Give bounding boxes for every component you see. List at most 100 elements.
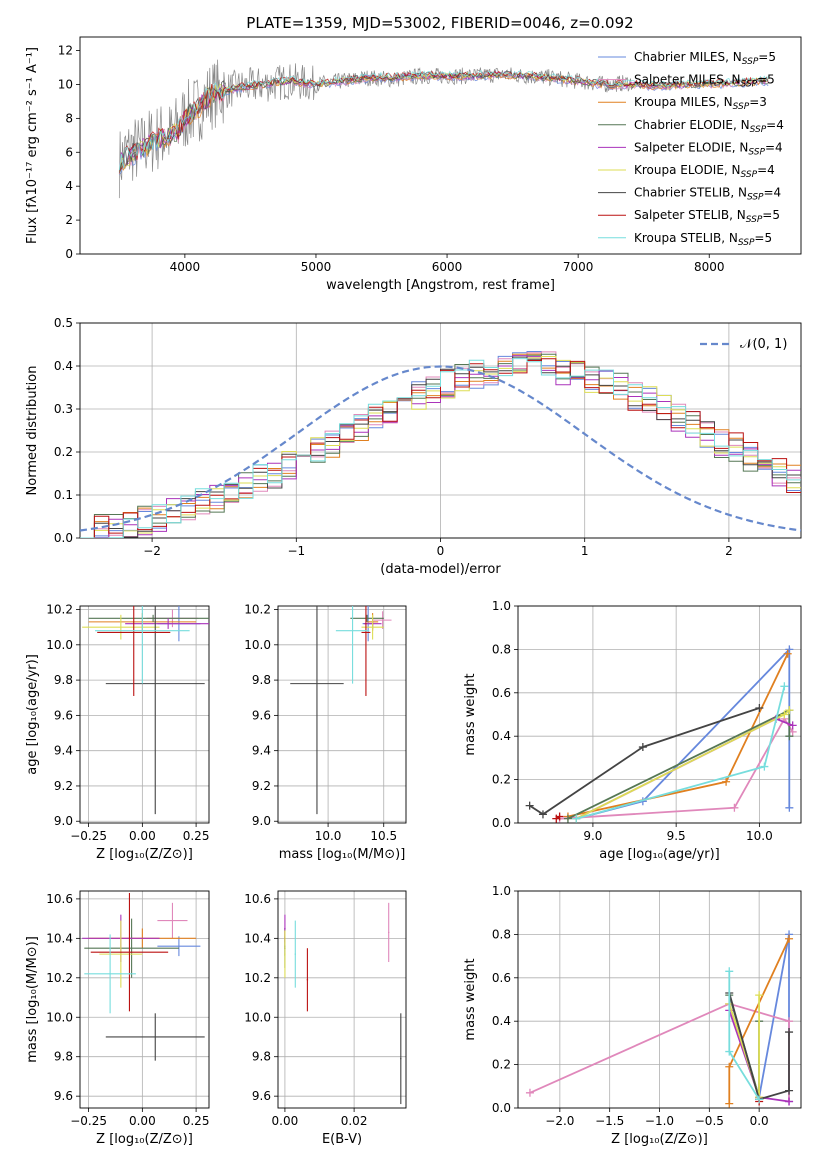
age-vs-Z-xtick-label: −0.25: [70, 829, 107, 843]
residuals-ytick-label: 0.4: [54, 359, 73, 373]
legend-entry-6: Chabrier STELIB, NSSP=4: [634, 186, 781, 203]
weight-vs-age-xtick-label: 9.0: [583, 829, 602, 843]
weight-vs-Z-marker-2-2: [785, 934, 794, 943]
residuals-ylabel: Normed distribution: [25, 366, 40, 496]
weight-vs-Z-plot-area: [525, 930, 794, 1108]
age-vs-mass-panel: 10.0 10.5 9.0 9.2 9.4 9.6 9.8 10.0 10.2 mass [log…: [244, 603, 407, 862]
mass-vs-EBV-ytick-label: 10.0: [244, 1010, 271, 1024]
mass-vs-Z-ytick-label: 10.2: [46, 971, 73, 985]
weight-vs-Z-xtick-label: 0.0: [750, 1114, 769, 1128]
spectrum-xtick-label: 8000: [694, 260, 725, 274]
legend-entry-1: Salpeter MILES, NSSP=5: [634, 73, 775, 90]
mass-vs-EBV-frame: [277, 890, 407, 1109]
residuals-xtick-label: 0: [437, 544, 445, 558]
weight-vs-age-series-6: [529, 707, 760, 816]
weight-vs-Z-marker-8-1: [725, 1047, 734, 1056]
model-spectrum-line-7: [119, 70, 769, 172]
age-vs-Z-frame: [79, 605, 210, 824]
weight-vs-age-marker-0-3: [785, 803, 794, 812]
residuals-ytick-label: 0.0: [54, 531, 73, 545]
age-vs-Z-panel: −0.25 0.00 0.25 9.0 9.2 9.4 9.6 9.8 10.0 10.2 Z [l…: [25, 603, 210, 862]
weight-vs-age-marker-2-1: [722, 777, 731, 786]
age-vs-mass-frame: [277, 605, 407, 824]
weight-vs-age-marker-6-3: [755, 703, 764, 712]
weight-vs-age-marker-8-0: [572, 814, 581, 823]
age-vs-mass-ytick-label: 10.0: [244, 638, 271, 652]
weight-vs-age-marker-4-2: [788, 721, 797, 730]
spectrum-panel: 4000 5000 6000 7000 8000 0 2 4 6 8 10 12 wavelength …: [25, 36, 802, 293]
weight-vs-age-series-3: [567, 708, 791, 820]
weight-vs-Z-marker-8-0: [725, 967, 734, 976]
age-vs-Z-xlabel: Z [log₁₀(Z/Z⊙)]: [96, 847, 193, 862]
spectrum-frame: [79, 36, 802, 255]
spectrum-xtick-label: 7000: [563, 260, 594, 274]
legend-entry-5: Kroupa ELODIE, NSSP=4: [634, 163, 775, 180]
legend-entry-2: Kroupa MILES, NSSP=3: [634, 95, 767, 112]
residuals-ytick-label: 0.2: [54, 445, 73, 459]
mass-vs-Z-xtick-label: −0.25: [70, 1114, 107, 1128]
residuals-xlabel: (data-model)/error: [380, 562, 501, 577]
weight-vs-age-marker-6-1: [538, 810, 547, 819]
weight-vs-Z-marker-1-0: [525, 1088, 534, 1097]
weight-vs-Z-xtick-label: −1.5: [595, 1114, 624, 1128]
age-vs-mass-ytick-label: 9.8: [252, 673, 271, 687]
weight-vs-age-marker-5-1: [780, 710, 789, 719]
weight-vs-age-marker-7-1: [555, 812, 564, 821]
age-vs-Z-ytick-label: 9.4: [54, 744, 73, 758]
weight-vs-Z-xlabel: Z [log₁₀(Z/Z⊙)]: [611, 1132, 708, 1147]
weight-vs-age-marker-2-2: [783, 649, 792, 658]
weight-vs-age-ylabel: mass weight: [463, 673, 478, 755]
residuals-xtick-label: 1: [581, 544, 589, 558]
mass-vs-EBV-xlabel: E(B-V): [322, 1132, 362, 1147]
age-vs-Z-xtick-label: 0.25: [183, 829, 210, 843]
spectrum-ytick-label: 4: [65, 179, 73, 193]
weight-vs-Z-ytick-label: 0.4: [492, 1014, 511, 1028]
mass-vs-EBV-plot-area: [284, 902, 402, 1105]
weight-vs-age-panel: 9.0 9.5 10.0 0.0 0.2 0.4 0.6 0.8 1.0 age [log₁₀(a…: [463, 599, 802, 862]
weight-vs-age-ytick-label: 0.2: [492, 773, 511, 787]
weight-vs-age-xlabel: age [log₁₀(age/yr)]: [599, 847, 720, 862]
weight-vs-age-marker-6-0: [525, 801, 534, 810]
spectrum-xlabel: wavelength [Angstrom, rest frame]: [326, 278, 555, 293]
mass-vs-Z-ytick-label: 10.4: [46, 931, 73, 945]
mass-vs-EBV-ytick-label: 10.4: [244, 931, 271, 945]
age-vs-mass-ytick-label: 10.2: [244, 603, 271, 617]
spectrum-ytick-label: 12: [58, 44, 73, 58]
age-vs-Z-ylabel: age [log₁₀(age/yr)]: [25, 654, 40, 775]
model-spectrum-line-8: [118, 69, 769, 171]
spectrum-ytick-label: 8: [65, 111, 73, 125]
mass-vs-EBV-ytick-label: 9.6: [252, 1089, 271, 1103]
weight-vs-age-frame: [517, 605, 802, 824]
mass-vs-Z-ylabel: mass [log₁₀(M/M⊙)]: [25, 936, 40, 1063]
mass-vs-Z-xlabel: Z [log₁₀(Z/Z⊙)]: [96, 1132, 193, 1147]
residual-histogram-4: [80, 355, 801, 538]
legend-entry-7: Salpeter STELIB, NSSP=5: [634, 208, 780, 225]
weight-vs-Z-xtick-label: −0.5: [695, 1114, 724, 1128]
mass-vs-EBV-ytick-label: 9.8: [252, 1050, 271, 1064]
mass-vs-Z-xtick-label: 0.25: [183, 1114, 210, 1128]
weight-vs-Z-ylabel: mass weight: [463, 958, 478, 1040]
age-vs-mass-xtick-label: 10.5: [370, 829, 397, 843]
age-vs-Z-ytick-label: 9.0: [54, 814, 73, 828]
weight-vs-age-marker-1-1: [730, 803, 739, 812]
legend-entry-0: Chabrier MILES, NSSP=5: [634, 50, 776, 67]
weight-vs-Z-series-6: [728, 992, 790, 1101]
weight-vs-Z-marker-6-3: [785, 1028, 794, 1037]
age-vs-mass-plot-area: [290, 606, 392, 815]
observed-spectrum-line: [118, 59, 634, 199]
weight-vs-age-marker-6-2: [638, 743, 647, 752]
spectrum-plot-area: [118, 59, 769, 199]
model-spectrum-line-6: [118, 70, 769, 172]
age-vs-mass-xlabel: mass [log₁₀(M/M⊙)]: [279, 847, 406, 862]
weight-vs-age-xtick-label: 10.0: [746, 829, 773, 843]
spectrum-ytick-label: 10: [58, 77, 73, 91]
normal-legend-label: 𝒩(0, 1): [740, 337, 787, 352]
normal-curve: [80, 365, 801, 532]
weight-vs-age-marker-5-2: [785, 706, 794, 715]
residuals-ytick-label: 0.5: [54, 316, 73, 330]
mass-vs-EBV-ytick-label: 10.2: [244, 971, 271, 985]
weight-vs-Z-xtick-label: −2.0: [545, 1114, 574, 1128]
weight-vs-Z-ytick-label: 0.2: [492, 1058, 511, 1072]
weight-vs-Z-marker-2-0: [725, 1099, 734, 1108]
